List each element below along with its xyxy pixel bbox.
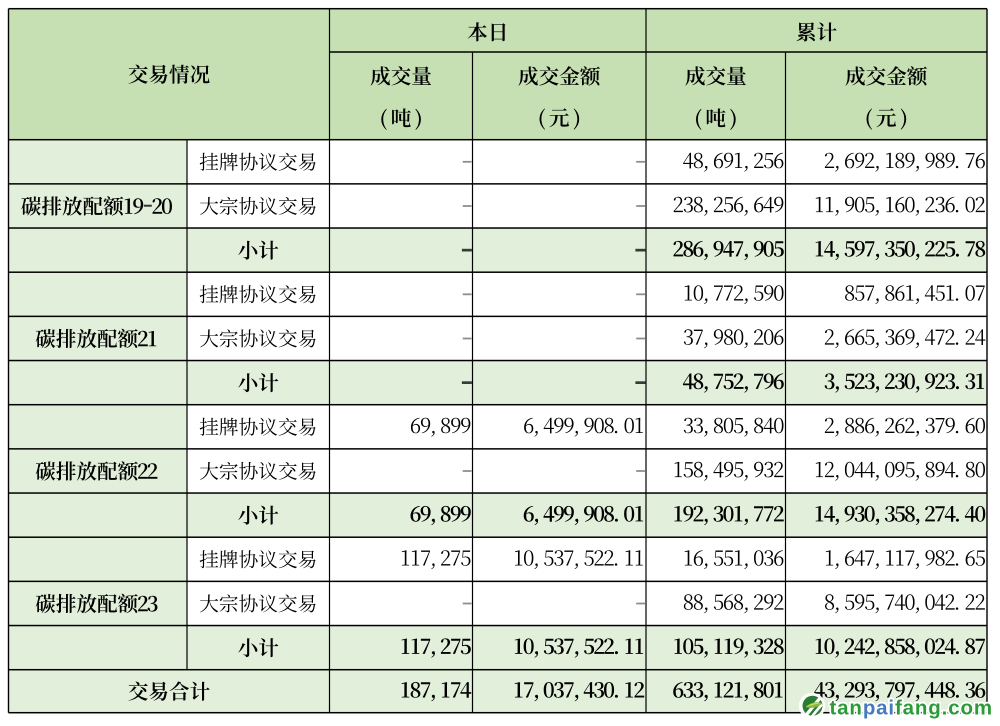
svg-text:tanpaifang.com: tanpaifang.com bbox=[830, 697, 993, 720]
